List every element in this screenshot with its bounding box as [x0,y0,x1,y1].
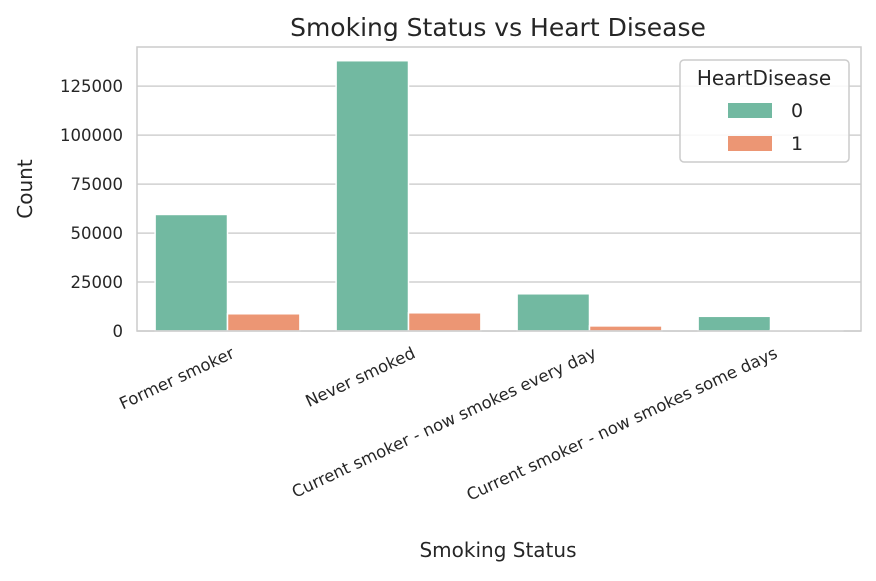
y-tick-label: 0 [113,322,124,341]
x-tick-label: Current smoker - now smokes every day [289,343,600,501]
legend-title: HeartDisease [697,66,831,90]
y-axis-label: Count [13,159,37,219]
chart-title: Smoking Status vs Heart Disease [290,13,706,42]
legend-label: 0 [791,100,803,122]
legend-swatch [728,103,772,118]
y-tick-labels: 0 25000 50000 75000 100000 125000 [60,77,123,341]
bar-2-series-1 [588,325,663,332]
bar-0-series-1 [226,313,301,332]
y-tick-label: 125000 [60,77,123,96]
bar-0-series-0 [154,213,229,332]
bar-1-series-1 [407,312,482,332]
legend-swatch [728,136,772,151]
y-tick-label: 25000 [71,273,124,292]
x-tick-label: Never smoked [302,343,418,410]
bars [154,59,844,332]
bar-1-series-0 [335,59,410,332]
bar-2-series-0 [516,293,591,332]
plot-frame [136,46,862,332]
y-tick-label: 50000 [71,224,124,243]
x-tick-label: Current smoker - now smokes some days [464,343,781,504]
legend: HeartDisease 0 1 [679,59,850,163]
bar-3-series-0 [697,315,772,332]
x-tick-label: Former smoker [116,343,237,413]
legend-label: 1 [791,133,803,155]
y-tick-label: 100000 [60,126,123,145]
y-tick-label: 75000 [71,175,124,194]
x-axis-label: Smoking Status [419,538,576,562]
